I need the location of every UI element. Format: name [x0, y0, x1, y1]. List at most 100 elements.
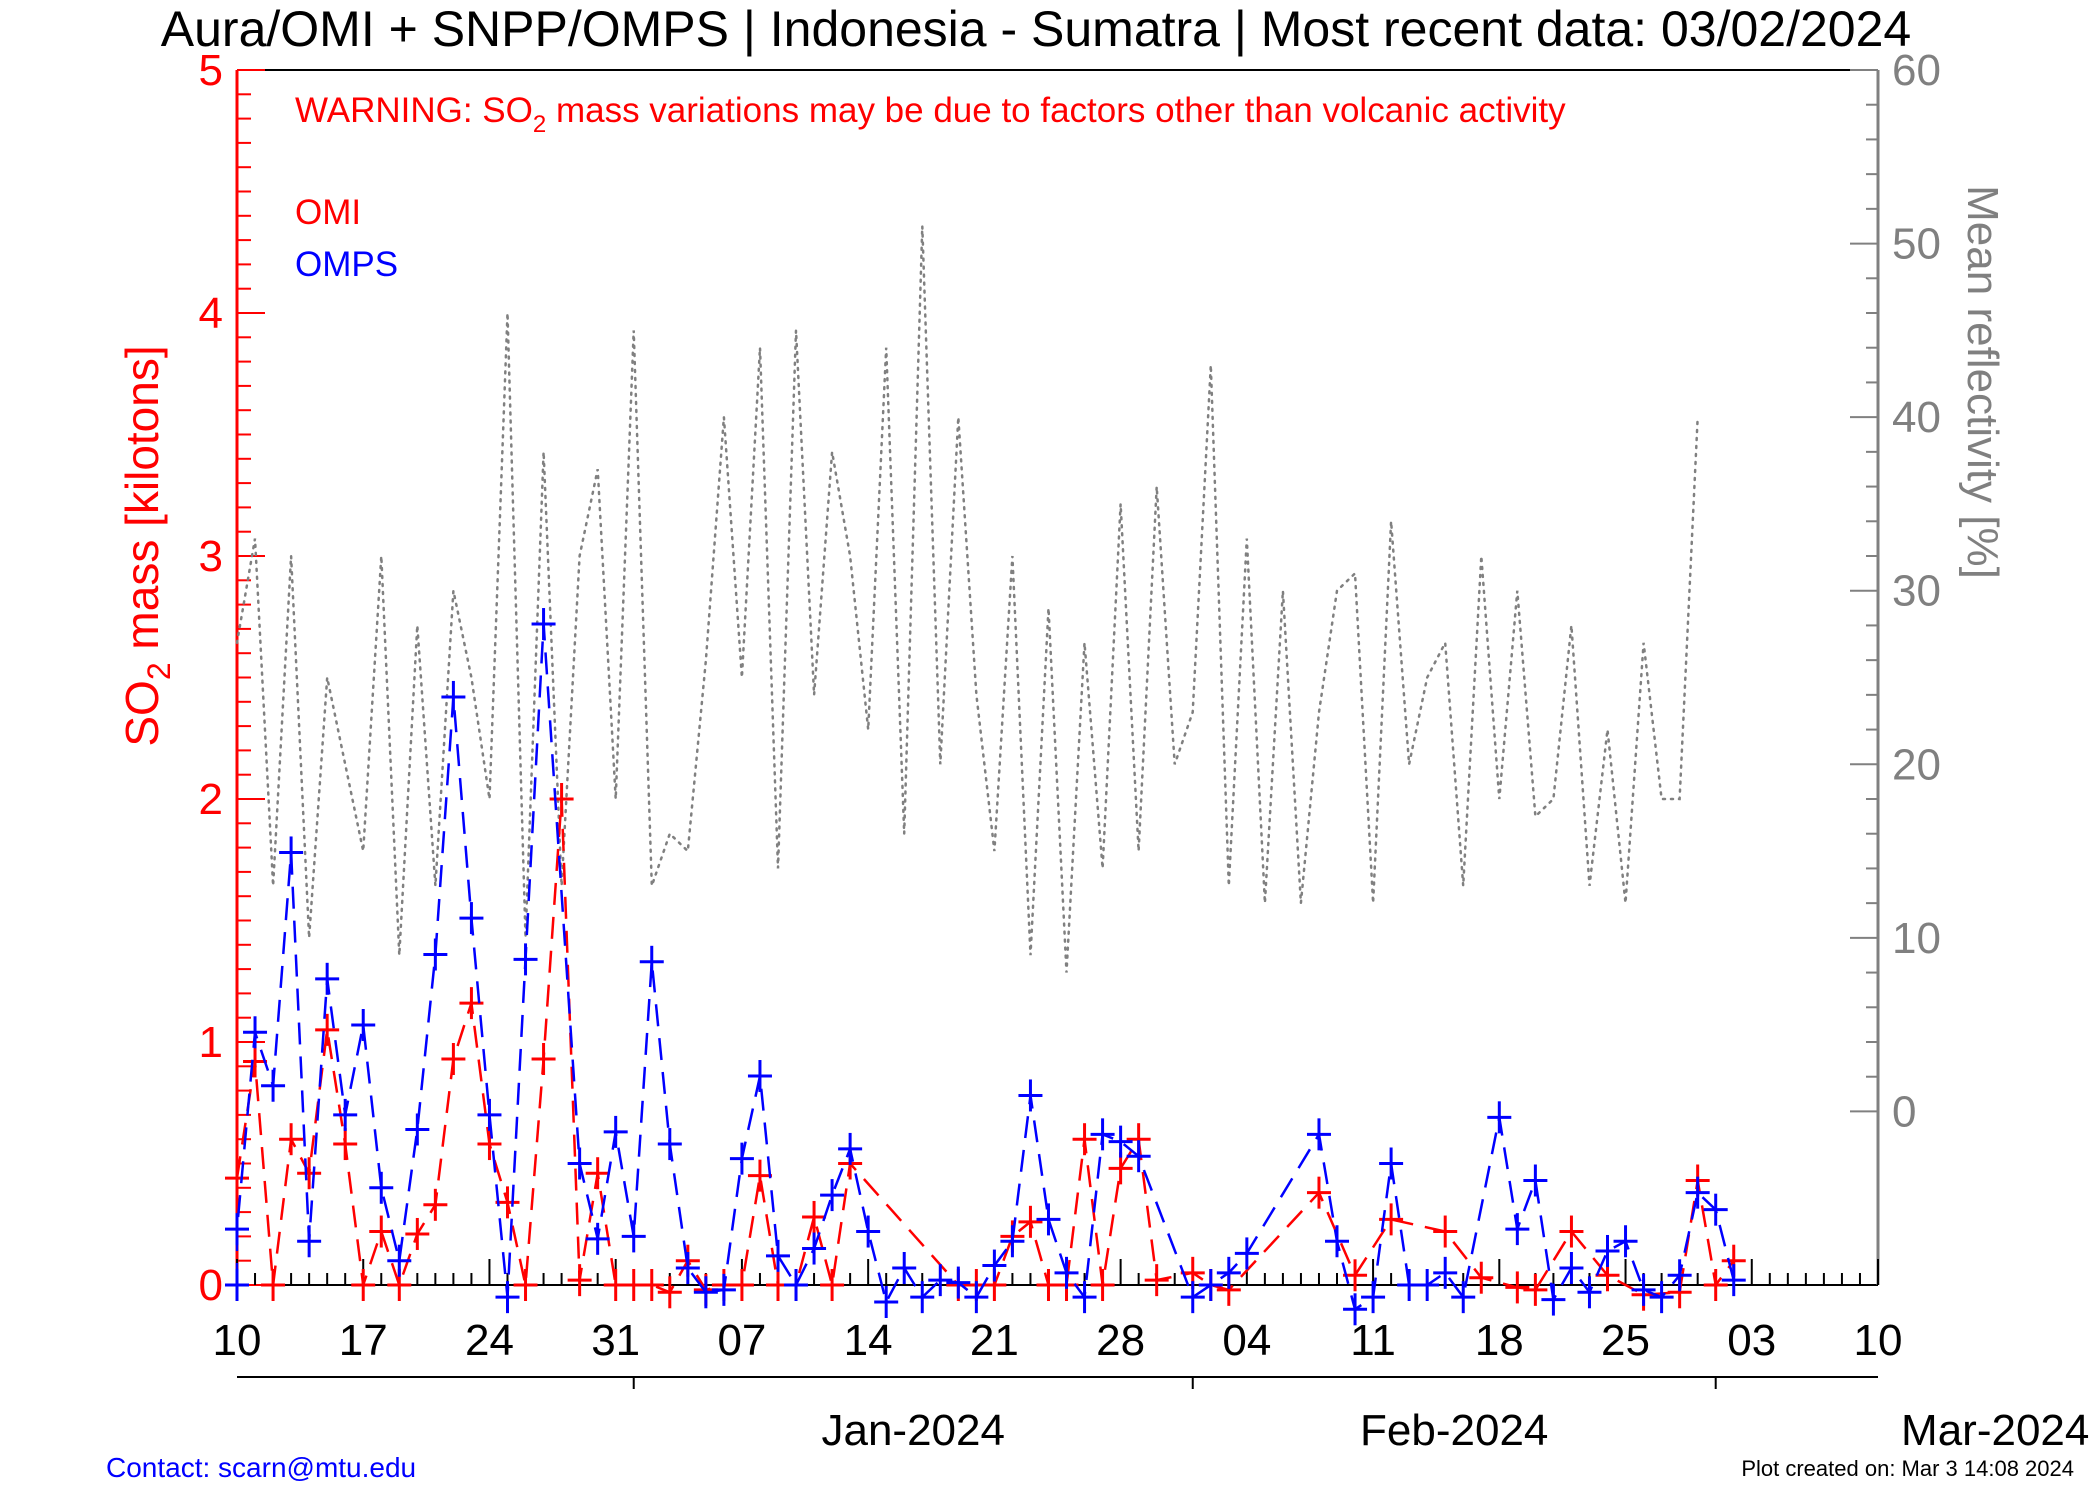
omps-marker — [1018, 1079, 1043, 1112]
omps-marker — [261, 1069, 286, 1102]
omi-marker — [729, 1269, 754, 1301]
omps-marker — [243, 1016, 268, 1049]
omi-marker — [802, 1200, 827, 1233]
omps-marker — [802, 1232, 827, 1265]
omps-marker — [621, 1220, 646, 1253]
month-label: Jan-2024 — [821, 1406, 1004, 1455]
omps-marker — [531, 608, 556, 641]
omi-marker — [549, 783, 574, 815]
omi-marker — [657, 1276, 682, 1309]
omps-marker — [315, 962, 340, 995]
omps-marker — [874, 1286, 899, 1319]
omps-marker — [513, 943, 538, 976]
omi-marker — [477, 1128, 502, 1161]
x-tick-label: 31 — [591, 1316, 640, 1365]
omps-marker — [225, 1213, 249, 1246]
omps-marker — [747, 1060, 772, 1093]
left-tick-label: 0 — [199, 1261, 223, 1310]
omi-marker — [531, 1043, 556, 1076]
omps-marker — [1667, 1259, 1692, 1292]
omps-marker — [946, 1266, 971, 1299]
omps-marker — [279, 836, 304, 869]
omps-marker — [820, 1179, 845, 1212]
omi-marker — [1072, 1123, 1097, 1156]
x-tick-label: 04 — [1222, 1316, 1271, 1365]
omps-marker — [1559, 1251, 1584, 1284]
right-tick-label: 30 — [1892, 567, 1941, 616]
omps-marker — [657, 1128, 682, 1161]
omps-marker — [1054, 1256, 1079, 1289]
omi-marker — [495, 1186, 520, 1219]
ylabel-left-suffix: mass [kilotons] — [116, 345, 168, 662]
x-tick-label: 03 — [1727, 1316, 1776, 1365]
omi-marker — [243, 1045, 268, 1078]
x-tick-label: 28 — [1096, 1316, 1145, 1365]
omps-marker — [711, 1273, 736, 1306]
omi-marker — [1505, 1271, 1530, 1304]
omi-marker — [1469, 1261, 1494, 1294]
omi-marker — [567, 1264, 592, 1297]
omps-marker — [405, 1113, 430, 1146]
legend-omps: OMPS — [295, 245, 398, 284]
omps-marker — [585, 1222, 610, 1255]
omi-marker — [351, 1269, 376, 1301]
omps-marker — [1090, 1118, 1115, 1151]
omps-marker — [225, 1269, 249, 1301]
contact-link[interactable]: Contact: scarn@mtu.edu — [106, 1452, 417, 1483]
omi-marker — [747, 1159, 772, 1192]
reflectivity-line — [235, 226, 1699, 973]
omi-line — [235, 798, 1735, 1296]
omi-marker — [513, 1269, 538, 1301]
omi-marker — [1090, 1269, 1115, 1301]
series-layer — [225, 608, 1746, 1326]
omps-marker — [387, 1244, 412, 1277]
omps-marker — [729, 1142, 754, 1175]
omi-marker — [1144, 1264, 1169, 1297]
x-tick-label: 10 — [213, 1316, 262, 1365]
plot-created-note: Plot created on: Mar 3 14:08 2024 — [1741, 1456, 2074, 1481]
reflectivity-layer — [235, 226, 1699, 973]
omps-marker — [1721, 1264, 1746, 1297]
right-tick-label: 10 — [1892, 914, 1941, 963]
omps-marker — [1703, 1193, 1728, 1226]
omps-marker — [910, 1281, 935, 1314]
left-tick-label: 1 — [199, 1018, 223, 1067]
omi-marker — [1703, 1269, 1728, 1301]
warning-subscript: 2 — [533, 111, 546, 138]
omi-marker — [585, 1157, 610, 1190]
x-tick-label: 25 — [1601, 1316, 1650, 1365]
ylabel-left-subscript: 2 — [141, 662, 177, 680]
omps-marker — [1451, 1281, 1476, 1314]
omi-marker — [279, 1123, 304, 1156]
omps-marker — [1198, 1269, 1223, 1301]
omps-marker — [1613, 1225, 1638, 1258]
right-tick-label: 60 — [1892, 46, 1941, 95]
omps-marker — [1595, 1234, 1620, 1267]
omps-marker — [567, 1147, 592, 1180]
warning-prefix: WARNING: SO — [295, 91, 533, 130]
omps-marker — [1361, 1281, 1386, 1314]
omps-marker — [333, 1098, 358, 1131]
omi-marker — [1523, 1273, 1548, 1306]
omps-marker — [675, 1251, 700, 1284]
omps-marker — [1433, 1256, 1458, 1289]
omps-marker — [441, 680, 466, 713]
right-tick-label: 40 — [1892, 393, 1941, 442]
omps-marker — [892, 1251, 917, 1284]
omps-line — [235, 623, 1735, 1312]
omps-marker — [351, 1008, 376, 1041]
omps-marker — [765, 1239, 790, 1272]
omps-marker — [982, 1249, 1007, 1282]
omps-marker — [1379, 1147, 1404, 1180]
omps-marker — [1343, 1293, 1368, 1326]
omps-marker — [1234, 1237, 1259, 1270]
omi-marker — [441, 1043, 466, 1076]
omps-marker — [1649, 1281, 1674, 1314]
ylabel-left-prefix: SO — [116, 680, 168, 746]
omps-marker — [1000, 1225, 1025, 1258]
right-tick-label: 50 — [1892, 220, 1941, 269]
omps-marker — [1216, 1256, 1241, 1289]
warning-suffix: mass variations may be due to factors ot… — [546, 91, 1566, 130]
